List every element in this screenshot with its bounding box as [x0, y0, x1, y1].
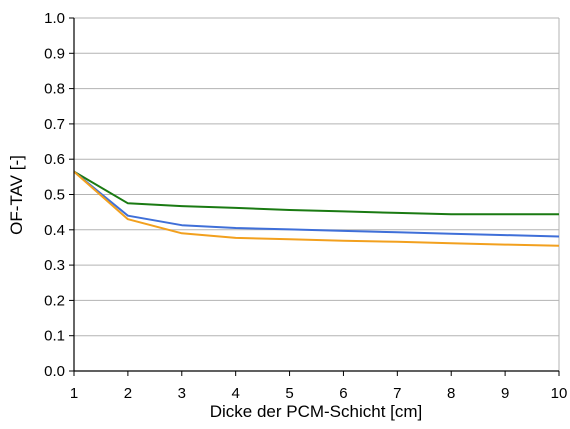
- y-tick-label: 1.0: [44, 10, 65, 27]
- x-tick-label: 9: [501, 385, 509, 402]
- x-tick-label: 1: [70, 385, 78, 402]
- y-tick-labels: 0.0 0.1 0.2 0.3 0.4 0.5 0.6 0.7 0.8 0.9 1.0: [44, 10, 65, 380]
- y-tick-label: 0.3: [44, 257, 65, 274]
- x-tick-label: 2: [124, 385, 132, 402]
- series-lines: [73, 170, 560, 247]
- x-tick-label: 8: [447, 385, 455, 402]
- x-tick-label: 3: [178, 385, 186, 402]
- grid: [74, 17, 560, 371]
- x-tick-label: 7: [393, 385, 401, 402]
- y-axis-title: OF-TAV [-]: [7, 155, 26, 235]
- x-tick-label: 4: [231, 385, 239, 402]
- y-tick-label: 0.0: [44, 363, 65, 380]
- series-line-1: [73, 170, 559, 216]
- y-tick-label: 0.1: [44, 328, 65, 345]
- series-line-3: [73, 170, 560, 247]
- x-tick-labels: 1 2 3 4 5 6 7 8 9 10: [70, 385, 568, 402]
- y-tick-label: 0.7: [44, 116, 65, 133]
- x-tick-label: 6: [339, 385, 347, 402]
- axes: [69, 17, 560, 376]
- y-tick-label: 0.4: [44, 222, 65, 239]
- series-line-2: [73, 170, 560, 238]
- y-tick-label: 0.5: [44, 187, 65, 204]
- x-tick-label: 5: [285, 385, 293, 402]
- y-tick-label: 0.9: [44, 45, 65, 62]
- y-tick-label: 0.2: [44, 292, 65, 309]
- x-tick-label: 10: [551, 385, 568, 402]
- x-axis-title: Dicke der PCM-Schicht [cm]: [210, 402, 423, 421]
- y-tick-label: 0.8: [44, 81, 65, 98]
- y-tick-label: 0.6: [44, 151, 65, 168]
